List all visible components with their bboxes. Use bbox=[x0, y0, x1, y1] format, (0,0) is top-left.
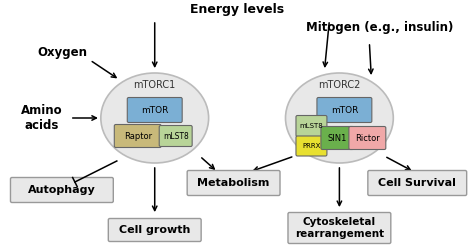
Text: mTOR: mTOR bbox=[331, 105, 358, 115]
FancyBboxPatch shape bbox=[288, 212, 391, 244]
FancyBboxPatch shape bbox=[296, 116, 327, 137]
FancyBboxPatch shape bbox=[108, 219, 201, 242]
Ellipse shape bbox=[101, 73, 209, 163]
Text: mTOR: mTOR bbox=[141, 105, 168, 115]
Text: mLST8: mLST8 bbox=[300, 123, 323, 129]
Text: PRRX: PRRX bbox=[302, 143, 320, 149]
FancyBboxPatch shape bbox=[159, 125, 192, 146]
Text: Metabolism: Metabolism bbox=[197, 178, 270, 188]
Text: Amino
acids: Amino acids bbox=[21, 104, 63, 132]
Text: Rictor: Rictor bbox=[355, 133, 380, 143]
Text: Energy levels: Energy levels bbox=[190, 3, 283, 17]
FancyBboxPatch shape bbox=[349, 126, 386, 149]
FancyBboxPatch shape bbox=[368, 170, 467, 195]
Text: Cell growth: Cell growth bbox=[119, 225, 191, 235]
FancyBboxPatch shape bbox=[296, 136, 327, 156]
Ellipse shape bbox=[285, 73, 393, 163]
FancyBboxPatch shape bbox=[114, 124, 161, 147]
Text: Cell Survival: Cell Survival bbox=[378, 178, 456, 188]
Text: mTORC2: mTORC2 bbox=[318, 80, 361, 90]
Text: Mitogen (e.g., insulin): Mitogen (e.g., insulin) bbox=[306, 21, 453, 35]
FancyBboxPatch shape bbox=[187, 170, 280, 195]
Text: mLST8: mLST8 bbox=[163, 131, 189, 141]
FancyBboxPatch shape bbox=[10, 178, 113, 203]
Text: Cytoskeletal
rearrangement: Cytoskeletal rearrangement bbox=[295, 217, 384, 239]
FancyBboxPatch shape bbox=[321, 126, 354, 149]
FancyBboxPatch shape bbox=[128, 98, 182, 123]
Text: Raptor: Raptor bbox=[124, 131, 152, 141]
Text: SIN1: SIN1 bbox=[328, 133, 347, 143]
Text: mTORC1: mTORC1 bbox=[134, 80, 176, 90]
Text: Oxygen: Oxygen bbox=[37, 45, 87, 59]
FancyBboxPatch shape bbox=[317, 98, 372, 123]
Text: Autophagy: Autophagy bbox=[28, 185, 96, 195]
